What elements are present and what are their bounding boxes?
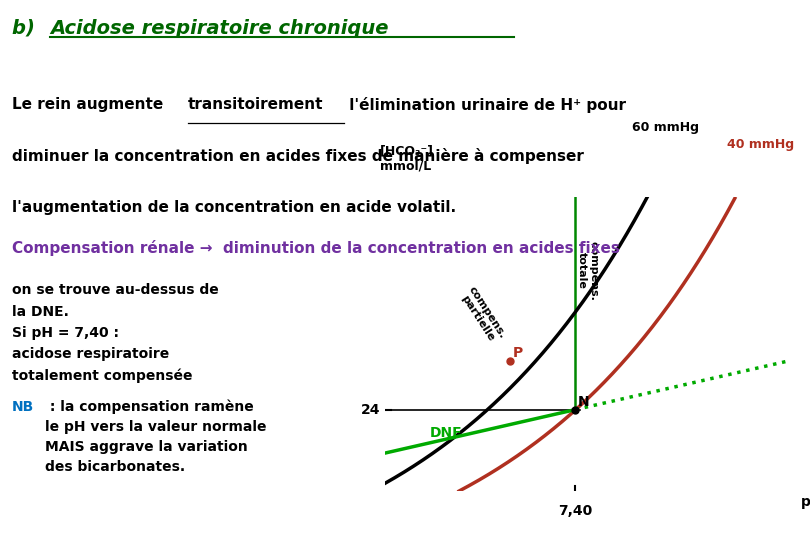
Text: l'augmentation de la concentration en acide volatil.: l'augmentation de la concentration en ac… <box>12 200 456 215</box>
Text: DNE: DNE <box>430 427 463 441</box>
Text: Compensation rénale →  diminution de la concentration en acides fixes: Compensation rénale → diminution de la c… <box>12 240 620 256</box>
Text: : la compensation ramène
le pH vers la valeur normale
MAIS aggrave la variation
: : la compensation ramène le pH vers la v… <box>45 400 266 474</box>
Text: b): b) <box>12 19 42 38</box>
Text: NB: NB <box>12 400 34 414</box>
Text: transitoirement: transitoirement <box>188 97 323 112</box>
Text: P: P <box>513 346 523 360</box>
Text: l'élimination urinaire de H⁺ pour: l'élimination urinaire de H⁺ pour <box>344 97 626 113</box>
Text: Le rein augmente: Le rein augmente <box>12 97 168 112</box>
Text: on se trouve au-dessus de
la DNE.
Si pH = 7,40 :
acidose respiratoire
totalement: on se trouve au-dessus de la DNE. Si pH … <box>12 284 219 383</box>
Text: pH: pH <box>801 496 810 509</box>
Text: compens.
totale: compens. totale <box>578 241 598 301</box>
Text: compens.
partielle: compens. partielle <box>458 285 508 346</box>
Text: 60 mmHg: 60 mmHg <box>632 121 699 134</box>
Text: N: N <box>578 395 590 409</box>
Text: diminuer la concentration en acides fixes de manière à compenser: diminuer la concentration en acides fixe… <box>12 148 584 165</box>
Text: 7,40: 7,40 <box>558 504 592 518</box>
Text: Acidose respiratoire chronique: Acidose respiratoire chronique <box>50 19 389 38</box>
Text: 24: 24 <box>361 403 381 417</box>
Text: [HCO₃⁻]
mmol/L: [HCO₃⁻] mmol/L <box>380 145 433 173</box>
Text: 40 mmHg: 40 mmHg <box>727 138 794 151</box>
